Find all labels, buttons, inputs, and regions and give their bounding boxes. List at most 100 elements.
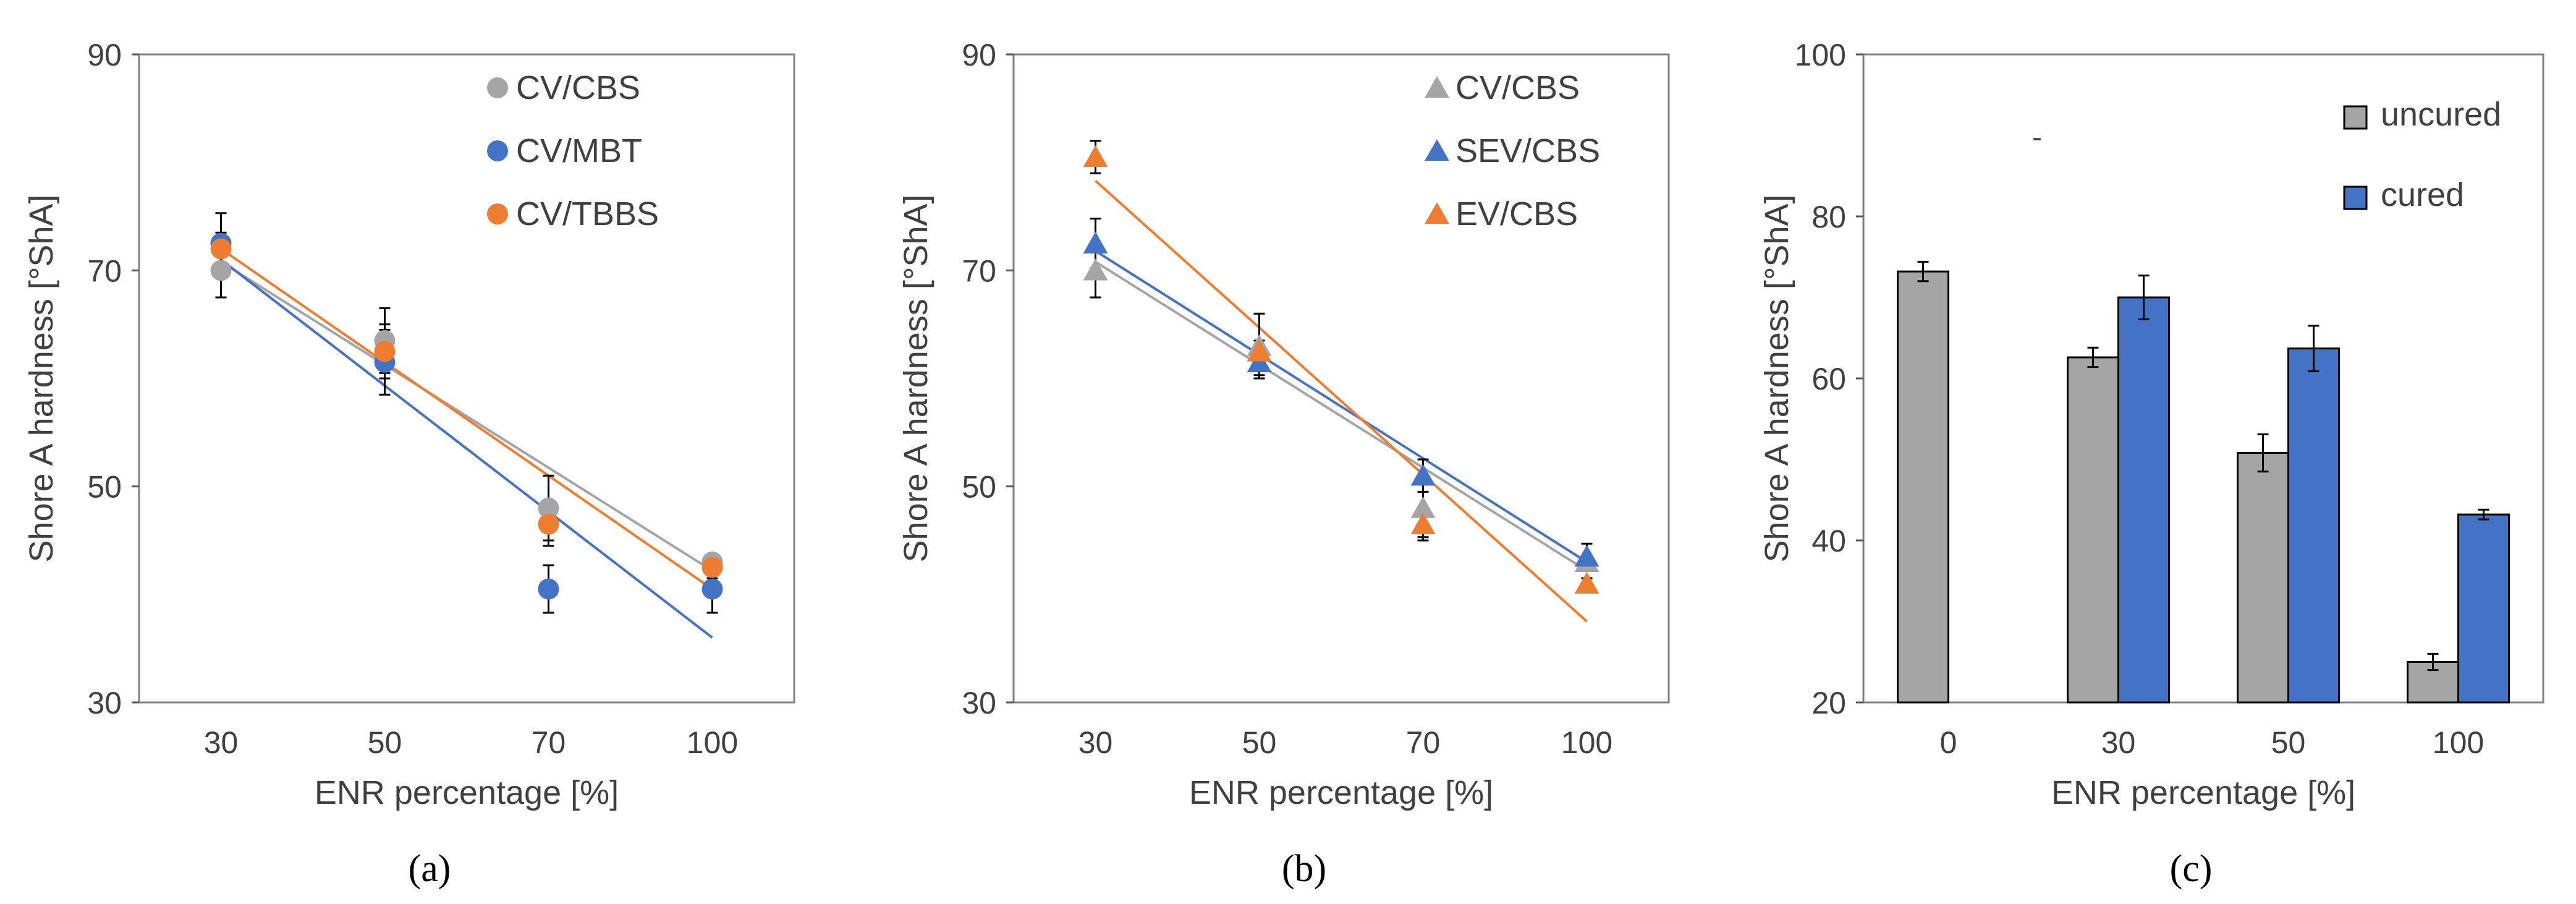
x-tick-labels-c: 0 30 50 100 <box>1940 725 2485 760</box>
y-tick-label: 70 <box>87 254 122 288</box>
legend-swatch <box>2343 105 2368 130</box>
data-point <box>1410 464 1436 486</box>
x-tick-label: 50 <box>1242 725 1277 760</box>
y-axis-label-c: Shore A hardness [°ShA] <box>1758 195 1795 563</box>
data-point <box>538 513 559 535</box>
y-axis-label-a: Shore A hardness [°ShA] <box>23 195 60 563</box>
y-tick-label: 80 <box>1811 200 1846 234</box>
y-axis-label-b: Shore A hardness [°ShA] <box>897 195 934 563</box>
legend-swatch <box>2343 185 2368 210</box>
panel-label-b: (b) <box>1282 848 1326 890</box>
y-tick-label: 90 <box>962 38 996 72</box>
x-tick-label: 30 <box>1078 725 1113 760</box>
y-tick-labels-c: 20 40 60 80 100 <box>1795 38 1863 720</box>
trend-line <box>220 247 713 591</box>
y-tick-labels-a: 30 50 70 90 <box>87 38 139 720</box>
x-axis-label-b: ENR percentage [%] <box>1189 774 1493 811</box>
x-tick-label: 70 <box>532 725 566 760</box>
legend-a: CV/CBS CV/MBT CV/TBBS <box>487 69 659 232</box>
data-point <box>701 578 723 600</box>
legend-marker <box>1425 76 1449 98</box>
y-tick-label: 50 <box>962 470 996 505</box>
trend-line <box>1095 179 1588 623</box>
legend-marker <box>487 140 508 161</box>
y-tick-label: 30 <box>962 686 996 720</box>
plot-area-b <box>1012 53 1670 704</box>
panel-label-a: (a) <box>409 848 451 890</box>
trend-lines-a <box>220 247 713 639</box>
trend-line <box>220 260 713 572</box>
data-points-b <box>1083 145 1599 594</box>
cured-bar <box>2457 513 2510 704</box>
panel-a: 30 50 70 90 30 50 70 100 CV/CBS CV/MBT CV/TBBS E… <box>23 38 795 890</box>
uncured-bar <box>2067 356 2119 704</box>
legend-marker <box>487 203 508 224</box>
y-tick-label: 50 <box>87 470 122 505</box>
cured-bar <box>2287 348 2340 704</box>
x-tick-label: 30 <box>204 725 239 760</box>
legend-label: CV/MBT <box>516 132 642 169</box>
annotation-dash: - <box>2032 121 2042 154</box>
legend-b: CV/CBS SEV/CBS EV/CBS <box>1425 69 1600 232</box>
bars-c <box>1897 270 2510 704</box>
x-tick-labels-a: 30 50 70 100 <box>204 725 739 760</box>
panel-label-c: (c) <box>2170 848 2213 890</box>
y-tick-label: 100 <box>1795 38 1846 72</box>
data-point <box>1410 496 1436 518</box>
x-tick-label: 0 <box>1940 725 1957 760</box>
data-point <box>1083 145 1108 168</box>
panel-b: 30 50 70 90 30 50 70 100 CV/CBS SEV/CBS EV/CBS E… <box>897 38 1670 890</box>
data-point <box>210 260 232 281</box>
data-point <box>538 497 559 519</box>
plot-area-a <box>138 53 795 704</box>
legend-label: cured <box>2381 176 2464 213</box>
y-tick-label: 60 <box>1811 362 1846 396</box>
x-tick-label: 70 <box>1406 725 1441 760</box>
x-axis-label-c: ENR percentage [%] <box>2051 774 2355 811</box>
y-tick-label: 20 <box>1811 686 1846 720</box>
y-tick-label: 70 <box>962 254 996 288</box>
data-point <box>1574 571 1599 594</box>
x-tick-label: 50 <box>368 725 402 760</box>
y-tick-label: 40 <box>1811 524 1846 558</box>
data-points-a <box>210 232 723 600</box>
x-tick-label: 100 <box>2433 725 2484 760</box>
legend-label: EV/CBS <box>1455 195 1578 232</box>
x-axis-label-a: ENR percentage [%] <box>315 774 619 811</box>
legend-label: CV/TBBS <box>516 195 659 232</box>
x-tick-label: 100 <box>687 725 738 760</box>
legend-label: CV/CBS <box>1455 69 1580 106</box>
legend-marker <box>487 77 508 98</box>
data-point <box>374 341 396 362</box>
data-point <box>701 556 723 578</box>
trend-line <box>220 258 713 639</box>
legend-label: SEV/CBS <box>1455 132 1600 169</box>
trend-line <box>1095 260 1588 572</box>
legend-label: uncured <box>2381 96 2501 133</box>
uncured-bar <box>1897 270 1949 704</box>
panel-c: 20 40 60 80 100 0 30 50 100 uncured cured - ENR … <box>1758 38 2544 890</box>
data-point <box>1083 231 1108 254</box>
data-point <box>538 578 559 600</box>
legend-marker <box>1425 139 1449 161</box>
x-tick-label: 100 <box>1561 725 1612 760</box>
trend-lines-b <box>1095 179 1588 623</box>
x-tick-labels-b: 30 50 70 100 <box>1078 725 1613 760</box>
x-tick-label: 50 <box>2271 725 2306 760</box>
data-point <box>1574 545 1599 567</box>
y-tick-labels-b: 30 50 70 90 <box>962 38 1014 720</box>
uncured-bar <box>2237 452 2289 704</box>
legend-label: CV/CBS <box>516 69 640 106</box>
data-point <box>210 238 232 260</box>
data-point <box>1410 512 1436 534</box>
trend-line <box>1095 250 1588 563</box>
data-point <box>1247 339 1272 362</box>
legend-marker <box>1425 202 1449 224</box>
y-tick-label: 30 <box>87 686 122 720</box>
legend-c: uncured cured <box>2343 96 2501 213</box>
cured-bar <box>2117 296 2170 704</box>
x-tick-label: 30 <box>2101 725 2136 760</box>
error-bars-c <box>1917 260 2489 672</box>
y-tick-label: 90 <box>87 38 122 72</box>
